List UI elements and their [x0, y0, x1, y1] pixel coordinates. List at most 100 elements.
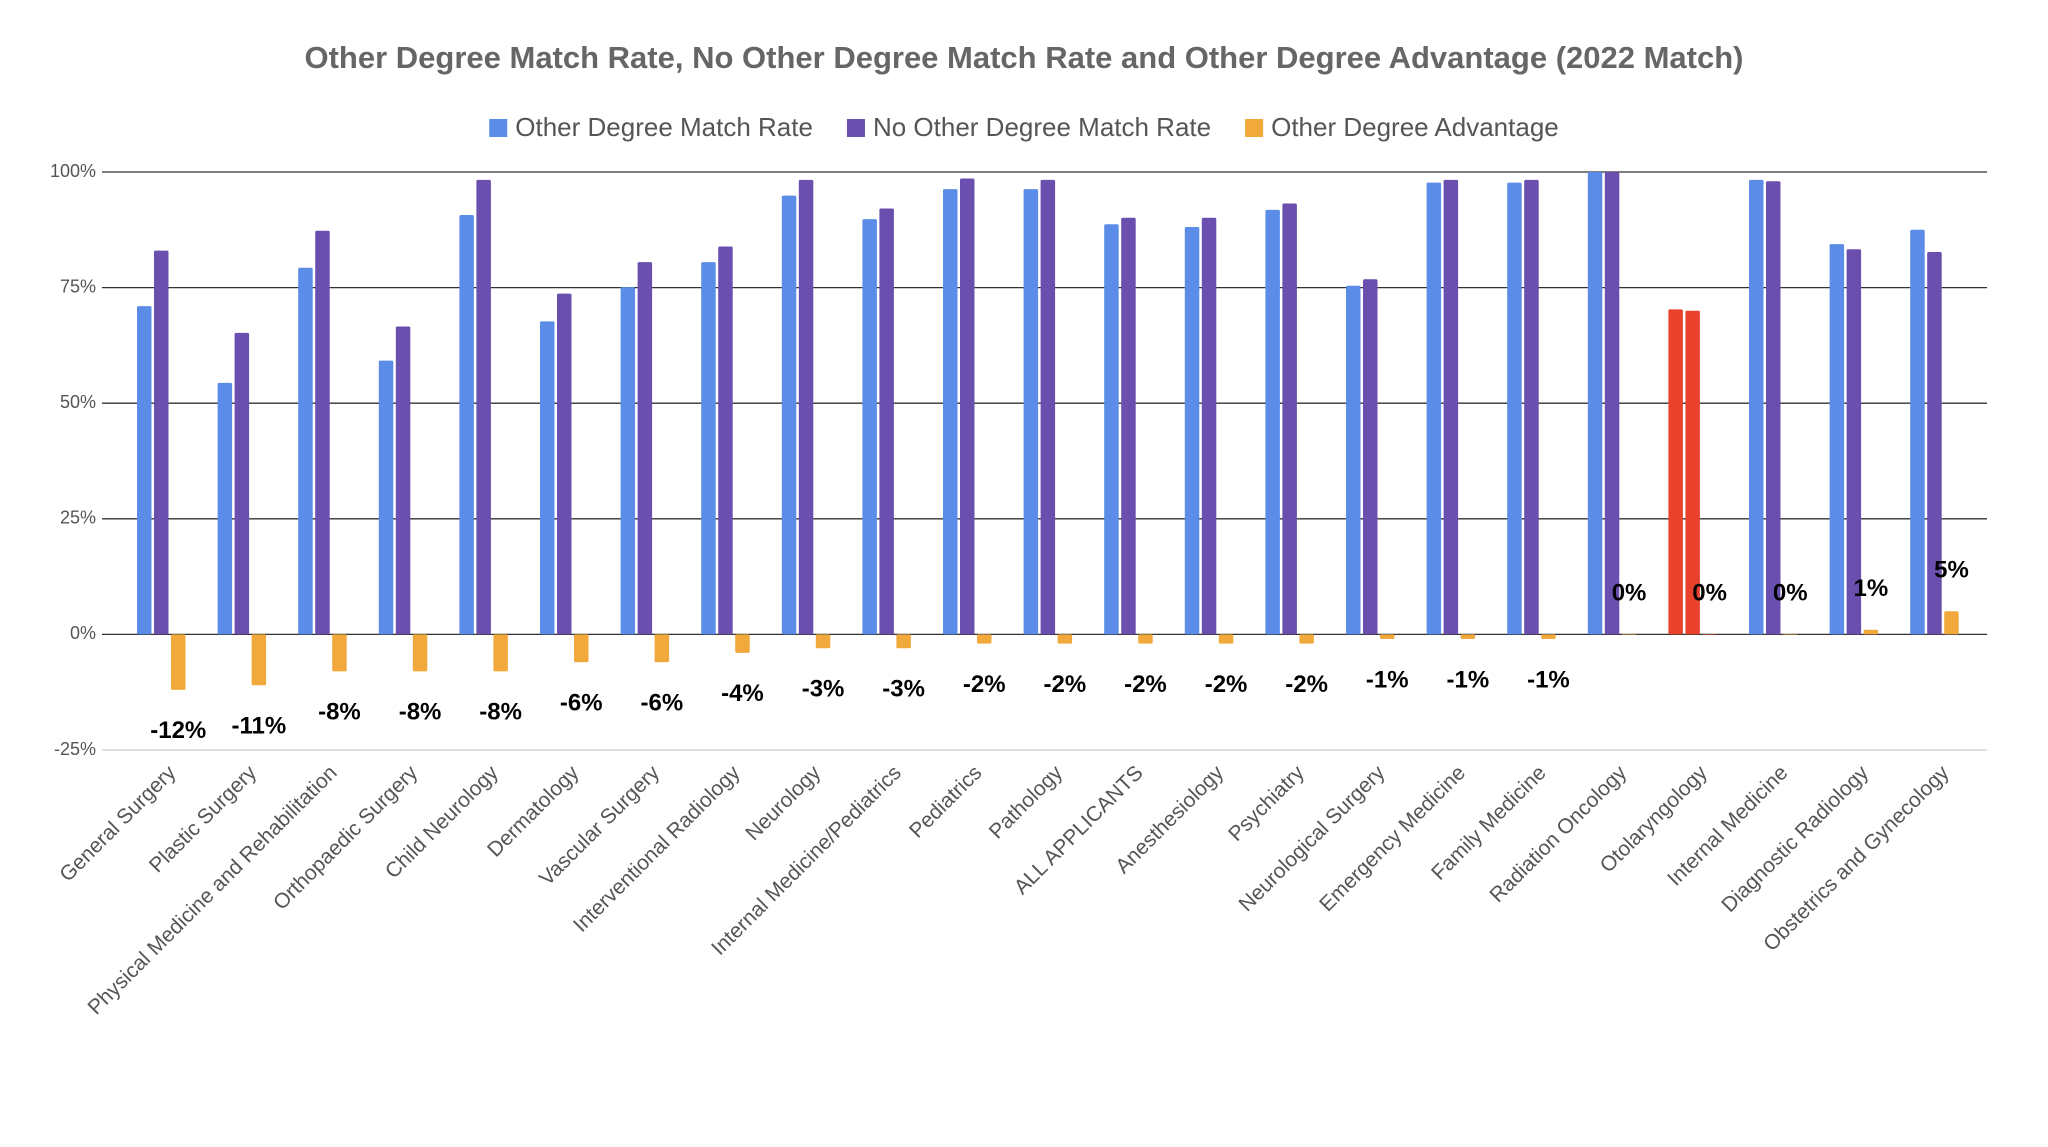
data-label: -2% [1205, 671, 1248, 698]
data-label: -8% [479, 699, 522, 726]
data-label: -3% [802, 676, 845, 703]
bar [1138, 634, 1153, 644]
bar [1766, 181, 1781, 635]
bar [798, 179, 814, 635]
data-label: -3% [882, 676, 925, 703]
bar [1023, 189, 1039, 635]
bar [217, 382, 233, 635]
data-label: -2% [1044, 671, 1087, 698]
bar [977, 634, 992, 644]
bar [1426, 182, 1442, 635]
data-label: -6% [641, 689, 684, 716]
data-label: 1% [1854, 575, 1889, 602]
bar [1265, 209, 1280, 635]
data-label: -8% [318, 699, 361, 726]
data-label: -1% [1447, 666, 1490, 693]
bar [1121, 217, 1136, 635]
data-label: -2% [1285, 671, 1328, 698]
bar [879, 208, 894, 635]
y-tick-label: 75% [60, 276, 96, 296]
bar [1104, 224, 1119, 635]
bar [1380, 634, 1395, 640]
y-tick-label: 25% [60, 508, 96, 528]
bar [1927, 251, 1942, 635]
bar [1057, 634, 1073, 644]
bar [251, 634, 267, 686]
bar [540, 321, 555, 635]
bar [234, 332, 250, 635]
y-tick-label: -25% [54, 739, 96, 759]
bar [1282, 203, 1297, 635]
bar [1201, 217, 1217, 635]
bar [960, 178, 975, 635]
bar [1668, 309, 1683, 635]
bar [298, 267, 313, 635]
bar [493, 634, 508, 672]
bar [1184, 227, 1200, 635]
bar [557, 293, 572, 635]
bar [1507, 182, 1522, 635]
bar [378, 360, 394, 635]
bar [315, 230, 330, 635]
data-label: -1% [1366, 666, 1409, 693]
data-label: -1% [1527, 666, 1570, 693]
legend-swatch [1245, 119, 1264, 137]
bar [574, 634, 589, 663]
bar [654, 634, 670, 663]
bar [701, 262, 716, 635]
bar [1363, 279, 1378, 635]
bar [637, 262, 653, 635]
data-label: -11% [231, 713, 286, 740]
data-label: 0% [1773, 580, 1808, 607]
bar [896, 634, 911, 649]
bar [620, 287, 636, 635]
data-label: 0% [1692, 580, 1727, 607]
bar [1524, 179, 1539, 635]
bar [1749, 179, 1764, 635]
bar [332, 634, 347, 672]
data-label: 5% [1934, 557, 1969, 584]
bar [1910, 229, 1925, 635]
data-label: -4% [721, 680, 764, 707]
bar [395, 326, 411, 635]
bar [1846, 249, 1862, 635]
legend-label: Other Degree Match Rate [515, 112, 813, 142]
bar [1218, 634, 1234, 644]
bar [1443, 179, 1459, 635]
data-label: -2% [963, 671, 1006, 698]
bar [862, 219, 877, 635]
legend-label: No Other Degree Match Rate [873, 112, 1211, 142]
legend: Other Degree Match Rate No Other Degree M… [489, 112, 1559, 142]
legend-swatch [489, 119, 508, 137]
data-label: -12% [150, 717, 206, 744]
bar [1829, 244, 1845, 635]
bar [476, 179, 491, 635]
data-label: 0% [1612, 580, 1647, 607]
bar [781, 195, 797, 635]
bar [154, 250, 169, 635]
bar [1783, 634, 1798, 635]
data-label: -8% [399, 699, 442, 726]
data-label: -6% [560, 689, 603, 716]
bar [735, 634, 750, 653]
bar [412, 634, 428, 672]
data-label: -2% [1124, 671, 1167, 698]
bar [1604, 172, 1620, 635]
bar [459, 215, 474, 635]
y-tick-label: 50% [60, 392, 96, 412]
bar [718, 246, 733, 635]
bar [1944, 611, 1959, 635]
bar [1621, 634, 1637, 635]
bar [1863, 629, 1879, 635]
bar [1541, 634, 1556, 640]
y-tick-label: 0% [70, 623, 96, 643]
bar [943, 189, 958, 635]
bar [815, 634, 831, 649]
bar [1346, 285, 1361, 635]
bar [137, 306, 152, 635]
bar [1299, 634, 1314, 644]
y-tick-label: 100% [50, 161, 96, 181]
bar [1040, 179, 1056, 635]
legend-label: Other Degree Advantage [1271, 112, 1559, 142]
